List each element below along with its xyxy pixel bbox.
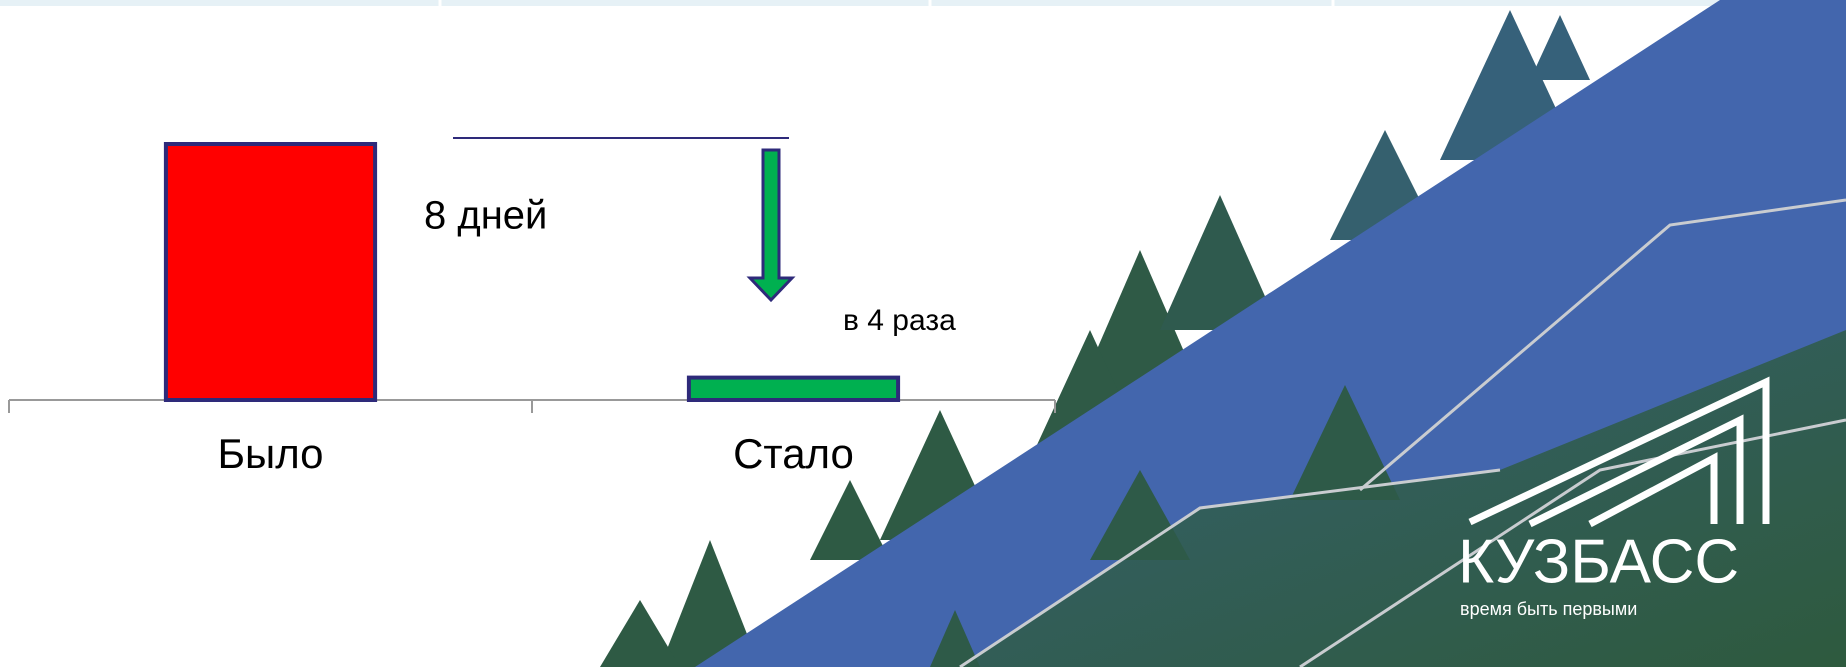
bar (163, 142, 378, 402)
annotation: 8 дней (424, 194, 547, 238)
logo-subtitle: время быть первыми (1460, 599, 1637, 619)
annotation: в 4 раза (843, 304, 956, 337)
logo-mark (1468, 376, 1770, 528)
down-arrow (746, 148, 796, 303)
logo-title: КУЗБАСС (1458, 527, 1739, 596)
bar (686, 375, 901, 403)
x-tick-label: Стало (733, 430, 854, 477)
x-tick-label: Было (217, 430, 323, 477)
